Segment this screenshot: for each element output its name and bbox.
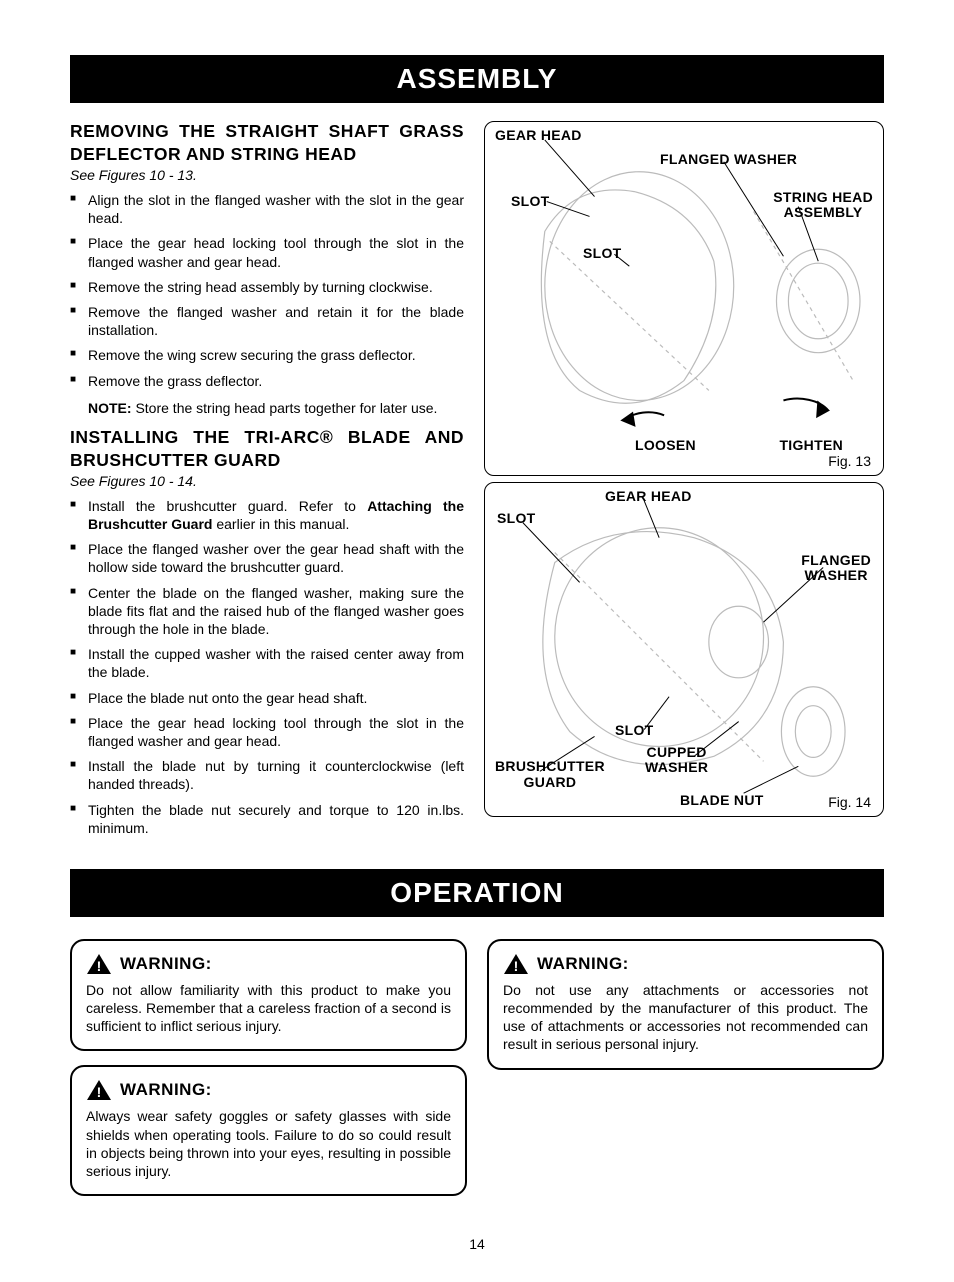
fig14-label-slot1: SLOT bbox=[497, 511, 536, 526]
note-label: NOTE: bbox=[88, 400, 132, 416]
warning-box-3: ! WARNING: Do not use any attachments or… bbox=[487, 939, 884, 1070]
fig13-string-head-l2: ASSEMBLY bbox=[784, 204, 863, 220]
right-column: GEAR HEAD FLANGED WASHER SLOT SLOT STRIN… bbox=[484, 121, 884, 849]
fig13-label-slot2: SLOT bbox=[583, 246, 622, 261]
section2-heading-l2: BRUSHCUTTER GUARD bbox=[70, 450, 464, 471]
section2-heading-l1: INSTALLING THE TRI-ARC® BLADE AND bbox=[70, 427, 464, 448]
fig13-label-loosen: LOOSEN bbox=[635, 438, 696, 453]
fig14-flanged-l2: WASHER bbox=[804, 567, 867, 583]
list-item: Remove the flanged washer and retain it … bbox=[70, 303, 464, 339]
warning-body-1: Do not allow familiarity with this produ… bbox=[86, 981, 451, 1036]
figure-14: GEAR HEAD SLOT FLANGED WASHER SLOT CUPPE… bbox=[484, 482, 884, 817]
fig14-label-brushcutter: BRUSHCUTTER GUARD bbox=[495, 759, 605, 790]
warning-body-3: Do not use any attachments or accessorie… bbox=[503, 981, 868, 1054]
fig14-brush-l2: GUARD bbox=[524, 774, 577, 790]
warning-icon: ! bbox=[86, 953, 112, 975]
svg-text:!: ! bbox=[97, 958, 102, 974]
svg-text:!: ! bbox=[97, 1084, 102, 1100]
fig14-cupped-l1: CUPPED bbox=[647, 744, 707, 760]
fig14-brush-l1: BRUSHCUTTER bbox=[495, 758, 605, 774]
list-item: Install the brushcutter guard. Refer to … bbox=[70, 497, 464, 533]
warning-title: WARNING: bbox=[120, 954, 212, 974]
list-item: Remove the wing screw securing the grass… bbox=[70, 346, 464, 364]
list-item: Tighten the blade nut securely and torqu… bbox=[70, 801, 464, 837]
list-item: Center the blade on the flanged washer, … bbox=[70, 584, 464, 639]
fig13-label-tighten: TIGHTEN bbox=[779, 438, 843, 453]
list-item: Install the blade nut by turning it coun… bbox=[70, 757, 464, 793]
list-item: Install the cupped washer with the raise… bbox=[70, 645, 464, 681]
operation-left: ! WARNING: Do not allow familiarity with… bbox=[70, 939, 467, 1210]
warning-header: ! WARNING: bbox=[86, 1079, 451, 1101]
section1-heading-l2: DEFLECTOR AND STRING HEAD bbox=[70, 144, 464, 165]
list-item: Place the flanged washer over the gear h… bbox=[70, 540, 464, 576]
list-item: Place the gear head locking tool through… bbox=[70, 714, 464, 750]
fig14-label-slot2: SLOT bbox=[615, 723, 654, 738]
figure-13-svg bbox=[485, 122, 883, 475]
list-item: Place the gear head locking tool through… bbox=[70, 234, 464, 270]
list-item: Remove the string head assembly by turni… bbox=[70, 278, 464, 296]
fig13-label-string-head: STRING HEAD ASSEMBLY bbox=[773, 190, 873, 221]
fig14-flanged-l1: FLANGED bbox=[801, 552, 871, 568]
section2-figref: See Figures 10 - 14. bbox=[70, 473, 464, 489]
li-text-pre: Install the brushcutter guard. Refer to bbox=[88, 498, 367, 514]
section1-heading-l1: REMOVING THE STRAIGHT SHAFT GRASS bbox=[70, 121, 464, 142]
fig14-label-blade-nut: BLADE NUT bbox=[680, 793, 764, 808]
list-item: Place the blade nut onto the gear head s… bbox=[70, 689, 464, 707]
warning-body-2: Always wear safety goggles or safety gla… bbox=[86, 1107, 451, 1180]
operation-columns: ! WARNING: Do not allow familiarity with… bbox=[70, 939, 884, 1210]
svg-text:!: ! bbox=[514, 958, 519, 974]
list-item: Remove the grass deflector. bbox=[70, 372, 464, 390]
fig14-label-flanged-washer: FLANGED WASHER bbox=[801, 553, 871, 584]
section2-list: Install the brushcutter guard. Refer to … bbox=[70, 497, 464, 837]
assembly-banner: ASSEMBLY bbox=[70, 55, 884, 103]
left-column: REMOVING THE STRAIGHT SHAFT GRASS DEFLEC… bbox=[70, 121, 464, 849]
fig13-label-gear-head: GEAR HEAD bbox=[495, 128, 582, 143]
warning-icon: ! bbox=[86, 1079, 112, 1101]
fig13-caption: Fig. 13 bbox=[828, 453, 871, 469]
fig13-string-head-l1: STRING HEAD bbox=[773, 189, 873, 205]
operation-banner: OPERATION bbox=[70, 869, 884, 917]
warning-header: ! WARNING: bbox=[503, 953, 868, 975]
page: ASSEMBLY REMOVING THE STRAIGHT SHAFT GRA… bbox=[0, 0, 954, 1282]
fig14-label-cupped: CUPPED WASHER bbox=[645, 745, 708, 776]
fig13-label-flanged-washer: FLANGED WASHER bbox=[660, 152, 797, 167]
section1-list: Align the slot in the flanged washer wit… bbox=[70, 191, 464, 390]
warning-box-1: ! WARNING: Do not allow familiarity with… bbox=[70, 939, 467, 1052]
fig13-label-slot1: SLOT bbox=[511, 194, 550, 209]
assembly-columns: REMOVING THE STRAIGHT SHAFT GRASS DEFLEC… bbox=[70, 121, 884, 849]
warning-box-2: ! WARNING: Always wear safety goggles or… bbox=[70, 1065, 467, 1196]
list-item: Align the slot in the flanged washer wit… bbox=[70, 191, 464, 227]
warning-title: WARNING: bbox=[120, 1080, 212, 1100]
section1-note: NOTE: Store the string head parts togeth… bbox=[70, 399, 464, 417]
section1-figref: See Figures 10 - 13. bbox=[70, 167, 464, 183]
page-number: 14 bbox=[70, 1236, 884, 1252]
figure-13: GEAR HEAD FLANGED WASHER SLOT SLOT STRIN… bbox=[484, 121, 884, 476]
li-text-post: earlier in this manual. bbox=[212, 516, 349, 532]
fig14-cupped-l2: WASHER bbox=[645, 759, 708, 775]
warning-header: ! WARNING: bbox=[86, 953, 451, 975]
fig14-label-gear-head: GEAR HEAD bbox=[605, 489, 692, 504]
warning-icon: ! bbox=[503, 953, 529, 975]
operation-right: ! WARNING: Do not use any attachments or… bbox=[487, 939, 884, 1210]
fig14-caption: Fig. 14 bbox=[828, 794, 871, 810]
note-text: Store the string head parts together for… bbox=[135, 400, 437, 416]
warning-title: WARNING: bbox=[537, 954, 629, 974]
